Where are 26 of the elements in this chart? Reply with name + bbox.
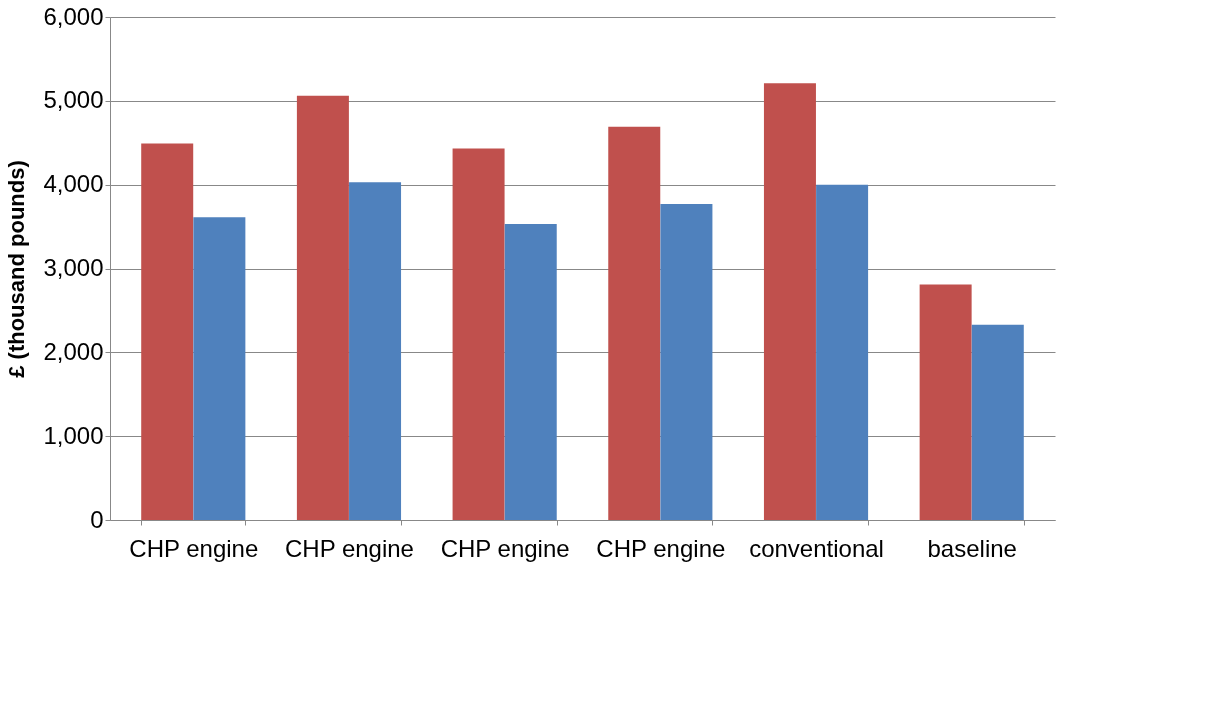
bar bbox=[349, 182, 402, 520]
y-tick-label: 2,000 bbox=[43, 337, 104, 365]
bar bbox=[141, 143, 194, 520]
bar bbox=[763, 83, 816, 520]
bar bbox=[452, 148, 505, 520]
bar bbox=[296, 95, 349, 520]
bar bbox=[816, 184, 869, 520]
bar bbox=[660, 203, 713, 520]
y-tick-label: 1,000 bbox=[43, 421, 104, 449]
x-tick-label: baseline bbox=[927, 534, 1017, 562]
bar bbox=[608, 126, 661, 520]
bar bbox=[919, 284, 972, 520]
bar bbox=[193, 217, 246, 520]
x-tick-label: CHP engine bbox=[596, 534, 726, 562]
x-tick-label: CHP engine bbox=[440, 534, 570, 562]
y-tick-label: 4,000 bbox=[43, 170, 104, 198]
x-tick-label: CHP engine bbox=[284, 534, 414, 562]
bar bbox=[504, 224, 557, 520]
y-tick-label: 0 bbox=[90, 505, 104, 533]
y-tick-label: 5,000 bbox=[43, 86, 104, 114]
y-tick-label: 3,000 bbox=[43, 254, 104, 281]
x-tick-label: CHP engine bbox=[129, 534, 259, 562]
x-tick-label: conventional bbox=[749, 534, 884, 562]
y-tick-label: 6,000 bbox=[43, 2, 104, 30]
bar bbox=[971, 324, 1024, 520]
y-axis-title: £ (thousand pounds) bbox=[4, 160, 30, 378]
